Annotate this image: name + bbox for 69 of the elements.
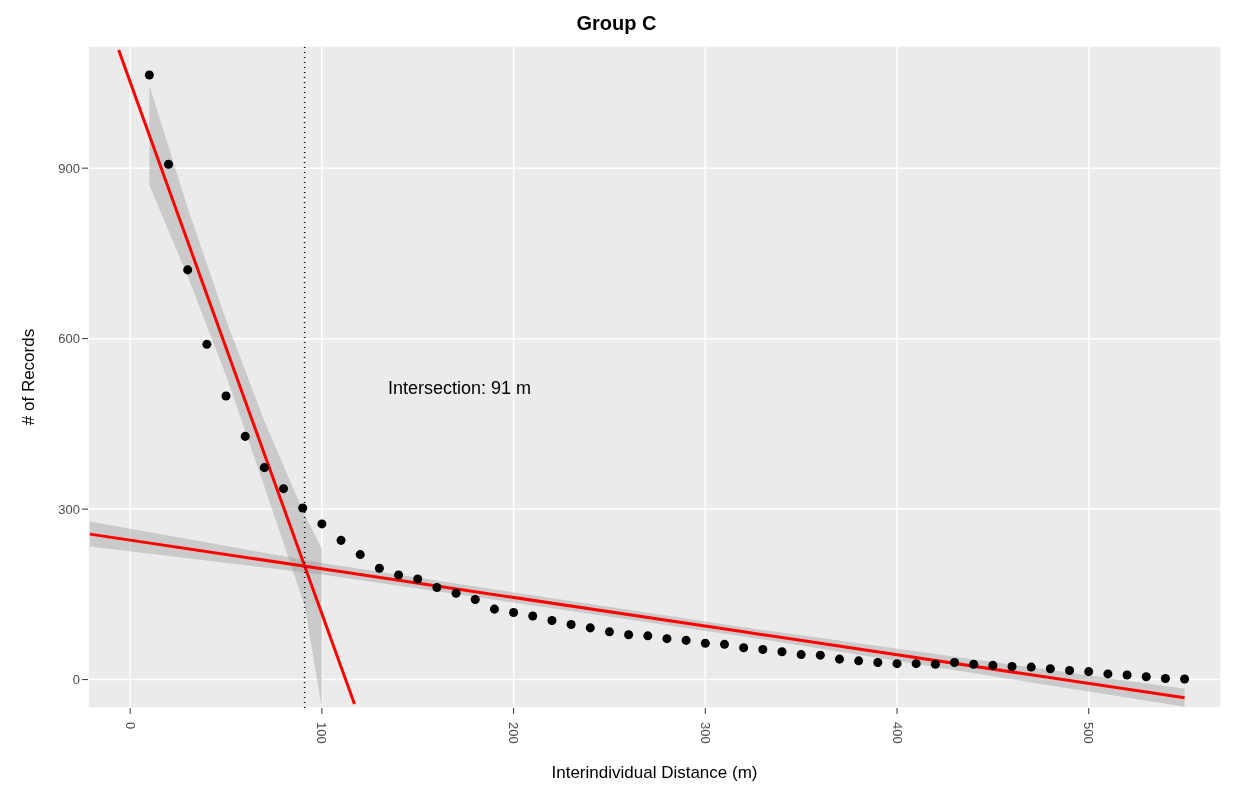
y-tick-label: 0 xyxy=(72,672,80,688)
point xyxy=(1180,674,1190,684)
point xyxy=(432,583,442,593)
point xyxy=(298,503,308,513)
point xyxy=(374,563,384,573)
point xyxy=(796,650,806,660)
point xyxy=(1103,669,1113,679)
x-axis-title: Interindividual Distance (m) xyxy=(551,763,758,782)
point xyxy=(700,638,710,648)
point xyxy=(470,594,480,604)
point xyxy=(834,654,845,664)
point xyxy=(394,570,404,580)
point xyxy=(1122,670,1132,680)
point xyxy=(758,644,768,654)
point xyxy=(144,70,154,80)
point xyxy=(892,659,902,669)
point xyxy=(355,550,365,560)
x-tick-label: 500 xyxy=(1081,722,1097,744)
point xyxy=(662,634,672,644)
point xyxy=(681,635,691,645)
point xyxy=(183,265,193,275)
point xyxy=(279,484,289,494)
point xyxy=(739,643,749,653)
point xyxy=(777,647,787,657)
point xyxy=(547,615,557,625)
point xyxy=(969,659,979,669)
point xyxy=(643,631,653,641)
point xyxy=(509,608,519,618)
point xyxy=(1084,667,1094,677)
point xyxy=(451,588,461,598)
point xyxy=(1026,662,1036,672)
point xyxy=(624,630,634,640)
point xyxy=(950,658,960,668)
point xyxy=(336,535,346,545)
point xyxy=(911,659,921,669)
point xyxy=(1160,673,1170,683)
x-tick-label: 200 xyxy=(506,722,522,744)
point xyxy=(1045,664,1055,674)
point xyxy=(873,658,883,668)
point xyxy=(317,519,327,529)
point xyxy=(489,604,499,614)
point xyxy=(221,391,231,401)
point xyxy=(854,656,864,666)
y-tick-label: 600 xyxy=(58,331,80,347)
x-tick-label: 100 xyxy=(314,722,330,744)
x-tick-label: 400 xyxy=(889,722,905,744)
chart-title: Group C xyxy=(575,11,658,36)
point xyxy=(202,339,212,349)
point xyxy=(1141,672,1151,682)
y-tick-label: 900 xyxy=(58,160,80,176)
point xyxy=(604,627,614,637)
point xyxy=(815,650,825,660)
point xyxy=(930,659,940,669)
point xyxy=(164,159,174,169)
point xyxy=(259,463,269,473)
point xyxy=(566,619,576,629)
point xyxy=(1065,665,1075,675)
point xyxy=(988,660,998,670)
point xyxy=(585,623,595,633)
point xyxy=(528,611,538,621)
x-tick-label: 300 xyxy=(697,722,713,744)
point xyxy=(240,431,250,441)
point xyxy=(719,639,729,649)
y-axis-title: # of Records xyxy=(19,328,39,426)
annotation: Intersection: 91 m xyxy=(388,378,532,399)
point xyxy=(1007,662,1017,672)
y-tick-label: 300 xyxy=(58,501,80,517)
point xyxy=(413,574,423,584)
x-tick-label: 0 xyxy=(122,722,138,730)
